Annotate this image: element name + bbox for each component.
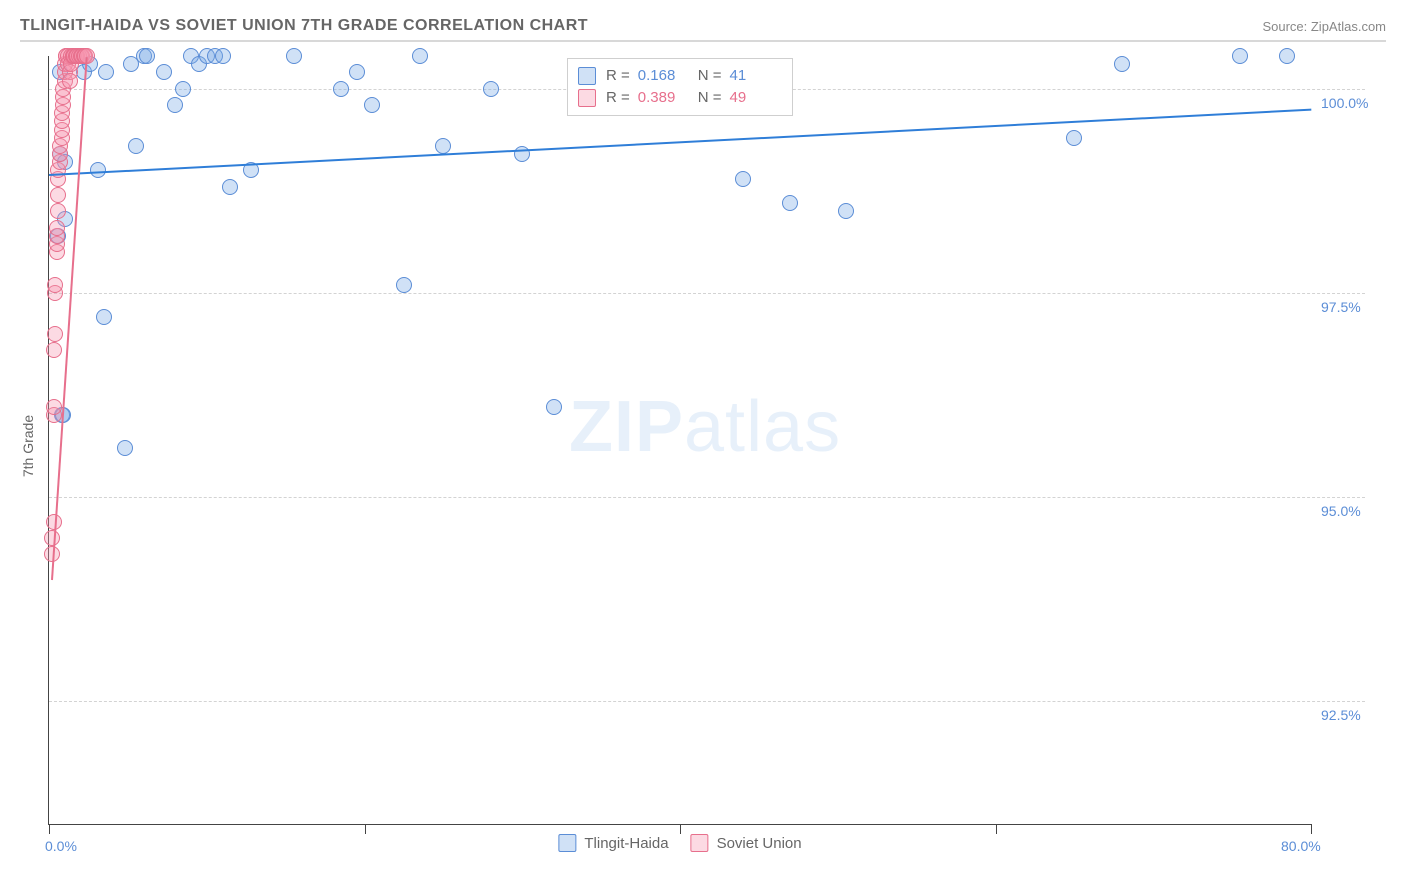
stats-row: R = 0.389 N = 49 [578,87,782,109]
y-tick-label: 97.5% [1321,299,1361,315]
gridline-h [49,701,1365,702]
watermark-thin: atlas [684,387,841,467]
scatter-point [333,81,349,97]
gridline-h [49,293,1365,294]
scatter-point [128,138,144,154]
scatter-point [96,309,112,325]
scatter-point [98,64,114,80]
n-value: 41 [730,65,782,87]
chart-title: TLINGIT-HAIDA VS SOVIET UNION 7TH GRADE … [20,17,588,35]
scatter-point [215,48,231,64]
chart-header: TLINGIT-HAIDA VS SOVIET UNION 7TH GRADE … [20,12,1386,42]
legend-label: Soviet Union [717,835,802,852]
r-label: R = [606,87,630,109]
scatter-point [46,399,62,415]
watermark: ZIPatlas [569,386,841,468]
scatter-point [62,73,78,89]
y-axis-label: 7th Grade [20,415,36,477]
x-tick-label: 80.0% [1281,838,1321,854]
r-value: 0.168 [638,65,690,87]
scatter-point [46,342,62,358]
scatter-point [838,203,854,219]
n-label: N = [698,65,722,87]
x-tick-label: 0.0% [45,838,77,854]
r-value: 0.389 [638,87,690,109]
trendline [49,109,1311,176]
scatter-point [546,399,562,415]
legend-item: Tlingit-Haida [558,834,668,852]
scatter-point [47,277,63,293]
n-value: 49 [730,87,782,109]
legend-item: Soviet Union [691,834,802,852]
scatter-point [396,277,412,293]
scatter-point [117,440,133,456]
scatter-point [222,179,238,195]
scatter-point [47,326,63,342]
chart-source: Source: ZipAtlas.com [1262,19,1386,34]
legend-swatch [578,67,596,85]
scatter-point [167,97,183,113]
scatter-point [435,138,451,154]
scatter-point [735,171,751,187]
scatter-point [349,64,365,80]
stats-row: R = 0.168 N = 41 [578,65,782,87]
gridline-h [49,497,1365,498]
scatter-point [483,81,499,97]
x-tick [1311,824,1312,834]
scatter-point [412,48,428,64]
scatter-point [139,48,155,64]
x-tick [996,824,997,834]
bottom-legend: Tlingit-Haida Soviet Union [558,834,801,852]
r-label: R = [606,65,630,87]
scatter-point [364,97,380,113]
scatter-point [50,203,66,219]
scatter-point [1232,48,1248,64]
scatter-point [44,530,60,546]
scatter-point [1279,48,1295,64]
scatter-point [1066,130,1082,146]
x-tick [365,824,366,834]
x-tick [680,824,681,834]
scatter-point [50,187,66,203]
legend-label: Tlingit-Haida [584,835,668,852]
legend-swatch [578,89,596,107]
legend-swatch [691,834,709,852]
scatter-point [49,220,65,236]
n-label: N = [698,87,722,109]
scatter-point [1114,56,1130,72]
scatter-point [156,64,172,80]
scatter-point [175,81,191,97]
x-tick [49,824,50,834]
stats-box: R = 0.168 N = 41 R = 0.389 N = 49 [567,58,793,116]
y-tick-label: 92.5% [1321,707,1361,723]
plot-area: ZIPatlas 92.5%95.0%97.5%100.0%0.0%80.0%R… [48,56,1311,825]
y-tick-label: 100.0% [1321,95,1368,111]
scatter-point [782,195,798,211]
legend-swatch [558,834,576,852]
watermark-bold: ZIP [569,387,684,467]
scatter-point [286,48,302,64]
y-tick-label: 95.0% [1321,503,1361,519]
